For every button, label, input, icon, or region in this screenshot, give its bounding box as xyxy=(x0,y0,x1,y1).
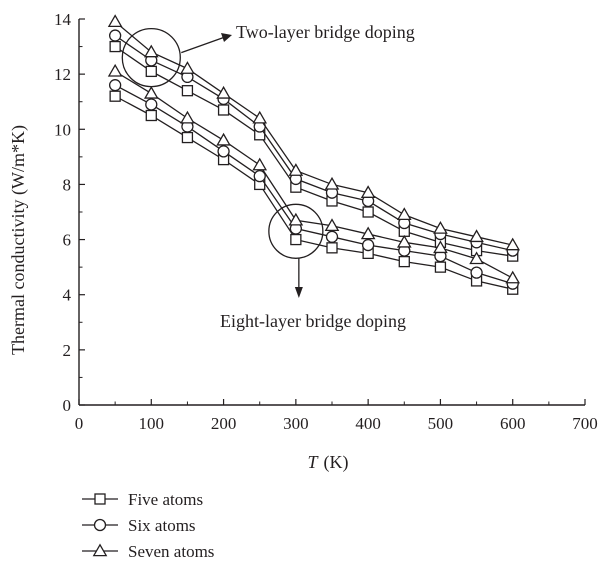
data-point xyxy=(290,233,302,246)
data-point xyxy=(143,44,159,58)
annotation-circle-top xyxy=(121,27,181,88)
series-2 xyxy=(107,14,521,251)
data-point xyxy=(143,85,159,99)
legend-label: Five atoms xyxy=(128,490,203,509)
x-tick-label: 0 xyxy=(75,414,84,433)
data-point xyxy=(434,261,447,273)
series-line xyxy=(114,95,513,290)
data-point xyxy=(252,157,268,171)
data-point xyxy=(361,238,375,252)
series-4 xyxy=(108,79,519,290)
y-axis-label: Thermal conductivity (W/m*K) xyxy=(8,125,29,355)
legend-label: Six atoms xyxy=(128,516,196,535)
legend-item: Seven atoms xyxy=(82,542,214,561)
data-point xyxy=(326,242,338,254)
x-tick-label: 300 xyxy=(283,414,309,433)
data-point xyxy=(109,40,121,53)
legend-marker xyxy=(93,518,107,532)
x-axis-unit: (K) xyxy=(324,452,349,473)
legend-label: Seven atoms xyxy=(128,542,214,561)
data-point xyxy=(398,255,410,268)
plot-area xyxy=(107,14,521,295)
data-point xyxy=(360,226,376,240)
data-point xyxy=(505,270,521,284)
legend-item: Five atoms xyxy=(82,490,203,509)
x-tick-label: 500 xyxy=(428,414,454,433)
data-point xyxy=(360,185,376,198)
y-tick-label: 8 xyxy=(63,175,72,194)
series-5 xyxy=(107,63,521,284)
data-point xyxy=(216,132,231,146)
series-0 xyxy=(109,40,519,262)
y-tick-label: 10 xyxy=(54,120,71,139)
data-point xyxy=(288,163,304,176)
data-point xyxy=(325,230,339,243)
legend: Five atoms Six atoms Seven atoms xyxy=(82,490,214,561)
y-tick-label: 0 xyxy=(63,396,72,415)
data-point xyxy=(470,266,483,279)
data-point xyxy=(145,98,158,111)
annotations: Two-layer bridge doping Eight-layer bridg… xyxy=(121,22,415,331)
annotation-label-bottom: Eight-layer bridge doping xyxy=(220,311,406,331)
data-point xyxy=(433,240,448,254)
data-point xyxy=(107,63,123,77)
y-tick-label: 6 xyxy=(63,231,72,250)
data-point xyxy=(216,85,231,99)
legend-marker xyxy=(94,493,106,505)
data-point xyxy=(253,170,266,183)
data-point xyxy=(288,212,304,226)
data-point xyxy=(181,85,194,97)
data-point xyxy=(109,90,121,102)
annotation-circle-bottom xyxy=(268,203,324,259)
data-point xyxy=(362,206,374,218)
data-point xyxy=(217,145,230,158)
data-point xyxy=(107,14,123,28)
data-point xyxy=(252,110,268,124)
data-point xyxy=(396,234,412,248)
series-line xyxy=(114,84,513,285)
data-point xyxy=(108,79,122,92)
data-point xyxy=(180,110,195,124)
data-point xyxy=(180,61,195,74)
y-tick-label: 14 xyxy=(54,10,72,29)
annotation-arrow-top xyxy=(181,36,226,54)
series-line xyxy=(114,70,514,279)
data-point xyxy=(433,221,448,234)
x-tick-label: 400 xyxy=(355,414,381,433)
x-tick-label: 700 xyxy=(572,414,598,433)
annotation-label-top: Two-layer bridge doping xyxy=(236,22,415,42)
series-line xyxy=(114,21,513,246)
series-line xyxy=(114,35,513,252)
series-1 xyxy=(108,29,519,257)
data-point xyxy=(324,218,340,232)
annotation-arrowhead-bottom xyxy=(294,287,303,298)
data-point xyxy=(396,207,412,221)
data-point xyxy=(469,229,484,243)
x-axis-variable: T xyxy=(307,452,319,472)
data-point xyxy=(145,109,157,122)
legend-marker xyxy=(92,543,108,557)
y-tick-label: 4 xyxy=(63,286,72,305)
data-point xyxy=(145,65,157,78)
data-point xyxy=(217,104,230,116)
x-tick-label: 600 xyxy=(500,414,526,433)
x-tick-label: 200 xyxy=(211,414,237,433)
data-point xyxy=(181,131,194,144)
data-point xyxy=(469,251,484,265)
x-axis-label: T (K) xyxy=(307,452,348,473)
y-tick-label: 2 xyxy=(63,341,72,360)
annotation-arrowhead-top xyxy=(221,33,232,42)
data-point xyxy=(324,176,340,190)
x-tick-label: 100 xyxy=(139,414,165,433)
legend-item: Six atoms xyxy=(82,516,196,535)
data-point xyxy=(505,237,521,251)
axes: 0 100 200 300 400 500 600 700 0 2 4 6 8 10 12 14 xyxy=(54,10,598,433)
data-point xyxy=(108,29,122,42)
series-line xyxy=(114,46,513,257)
y-tick-label: 12 xyxy=(54,65,71,84)
